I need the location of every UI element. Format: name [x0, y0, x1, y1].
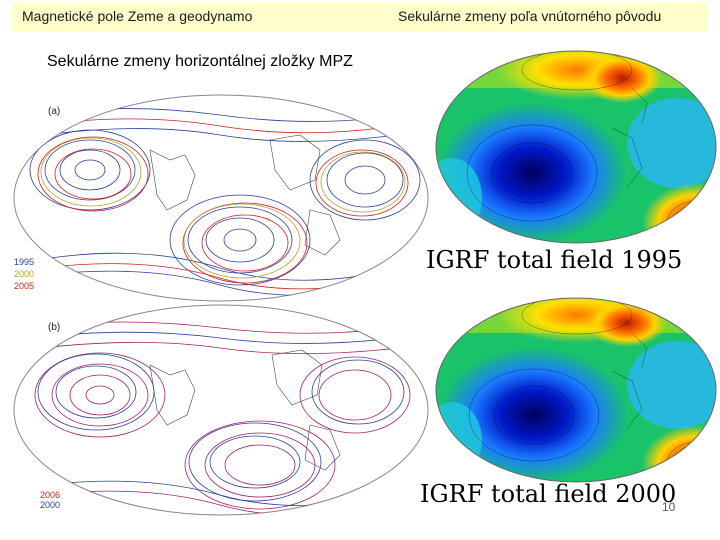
igrf-field-map-1995	[432, 48, 720, 246]
legend-item: 2000	[40, 500, 60, 510]
legend-item: 2000	[14, 269, 34, 279]
page-number: 10	[662, 500, 676, 514]
slide-title-right: Sekulárne zmeny poľa vnútorného pôvodu	[398, 8, 662, 24]
contour-map-b: (b) 2006 2000	[10, 300, 432, 520]
header-band	[12, 2, 708, 32]
slide-subtitle: Sekulárne zmeny horizontálnej zložky MPZ	[47, 53, 353, 70]
igrf-caption-2000: IGRF total field 2000	[420, 480, 677, 508]
slide-title-left: Magnetické pole Zeme a geodynamo	[22, 8, 253, 24]
igrf-caption-1995: IGRF total field 1995	[426, 246, 683, 274]
panel-label-b: (b)	[48, 322, 60, 333]
legend-item: 1995	[14, 257, 34, 267]
igrf-field-map-2000	[432, 295, 720, 485]
legend-item: 2006	[40, 490, 60, 500]
panel-label-a: (a)	[48, 106, 60, 117]
legend-item: 2005	[14, 281, 34, 291]
contour-map-a: (a) 1995 2000 2005	[10, 90, 432, 305]
